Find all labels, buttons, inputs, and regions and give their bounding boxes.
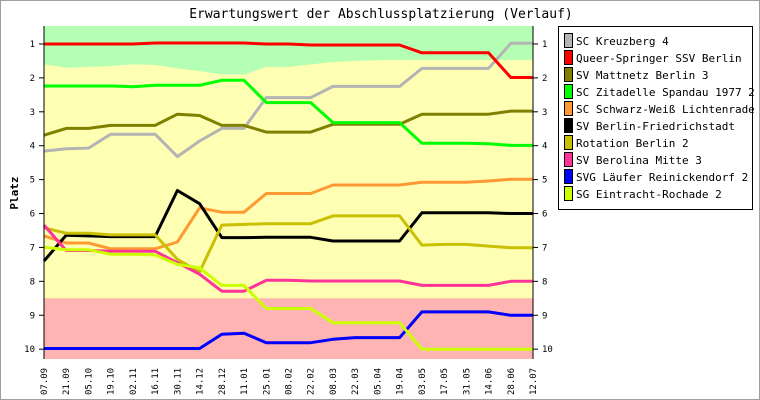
legend-swatch [564,152,573,167]
y-tick-label-right: 7 [542,243,547,253]
x-tick-label: 16.11 [151,368,161,395]
x-tick-label: 22.03 [351,368,361,395]
chart-title: Erwartungswert der Abschlussplatzierung … [189,7,573,22]
y-tick-label-left: 10 [24,345,35,355]
legend-box [558,26,753,210]
legend-label: SC Kreuzberg 4 [576,35,669,48]
series-line-10 [43,245,533,351]
x-tick-label: 14.06 [485,368,495,395]
legend-label: SV Berolina Mitte 3 [576,154,702,167]
y-tick-label-right: 3 [542,108,547,118]
x-tick-label: 11.01 [240,368,250,395]
y-tick-label-left: 7 [30,243,35,253]
y-tick-label-left: 2 [30,74,35,84]
series-line-8 [42,224,533,293]
y-tick-label-right: 6 [542,210,547,220]
legend-swatch [564,186,573,201]
y-tick-label-right: 9 [542,311,547,321]
legend: SC Kreuzberg 4 Queer-Springer SSV Berlin S… [558,26,759,210]
x-tick-label: 28.12 [218,368,228,395]
y-tick-label-right: 1 [542,40,547,50]
legend-swatch [564,84,573,99]
y-tick-label-right: 2 [542,74,547,84]
band-promotion [44,26,533,75]
legend-label: SV Berlin-Friedrichstadt [576,120,735,133]
series-line-3 [43,109,533,137]
series-lines [42,41,533,351]
axes: 1 1 2 2 3 3 4 4 5 5 6 6 7 7 8 8 9 9 10 10 07.09 21.09 05.10 19.… [24,26,553,395]
x-tick-label: 12.07 [529,368,539,395]
y-tick-label-left: 3 [30,108,35,118]
legend-label: SG Eintracht-Rochade 2 [576,188,722,201]
y-tick-label-left: 1 [30,40,35,50]
legend-swatch [564,135,573,150]
y-tick-label-right: 8 [542,277,547,287]
x-tick-label: 08.02 [285,368,295,395]
x-tick-label: 03.05 [418,368,428,395]
legend-label: SVG Läufer Reinickendorf 2 [576,171,748,184]
y-tick-label-left: 5 [30,176,35,186]
x-tick-label: 17.05 [440,368,450,395]
series-line-9 [44,310,533,350]
x-tick-label: 05.04 [373,368,383,395]
series-line-1 [43,41,533,159]
series-line-6 [42,189,533,262]
x-tick-label: 08.03 [329,368,339,395]
legend-label: Rotation Berlin 2 [576,137,689,150]
legend-swatch [564,169,573,184]
series-line-2 [44,41,533,79]
y-tick-label-right: 10 [542,345,553,355]
y-tick-label-right: 4 [542,142,547,152]
legend-label: SV Mattnetz Berlin 3 [576,69,708,82]
x-tick-label: 14.12 [196,368,206,395]
y-tick-label-left: 4 [30,142,35,152]
legend-label: Queer-Springer SSV Berlin [576,52,742,65]
x-tick-label: 30.11 [173,368,183,395]
x-tick-label: 25.01 [262,368,272,395]
x-tick-label: 31.05 [462,368,472,395]
y-axis-label: Platz [8,176,21,209]
x-tick-label: 05.10 [84,368,94,395]
legend-swatch [564,50,573,65]
series-line-7 [43,214,533,274]
y-tick-label-left: 9 [30,311,35,321]
x-tick-label: 19.10 [107,368,117,395]
legend-swatch [564,33,573,48]
series-line-4 [44,78,533,147]
legend-swatch [564,118,573,133]
x-tick-label: 21.09 [62,368,72,395]
legend-label: SC Schwarz-Weiß Lichtenrade 2 [576,103,759,116]
x-tick-label: 02.11 [129,368,139,395]
y-tick-label-left: 6 [30,210,35,220]
x-tick-label: 07.09 [40,368,50,395]
legend-label: SC Zitadelle Spandau 1977 2 [576,86,755,99]
x-tick-label: 22.02 [307,368,317,395]
legend-swatch [564,67,573,82]
series-line-5 [43,177,533,251]
x-tick-label: 28.06 [507,368,517,395]
x-tick-label: 19.04 [396,368,406,395]
y-tick-label-left: 8 [30,277,35,287]
legend-swatch [564,101,573,116]
y-tick-label-right: 5 [542,176,547,186]
